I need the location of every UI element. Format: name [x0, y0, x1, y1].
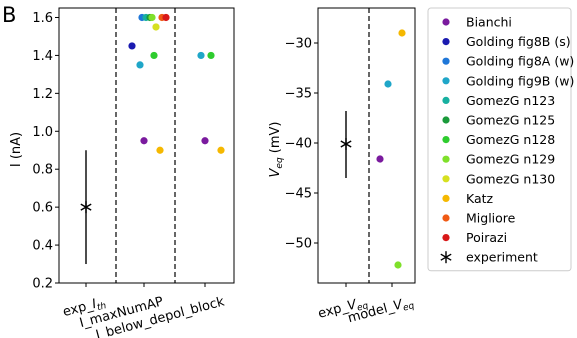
legend-marker: [442, 18, 450, 26]
experiment-marker: [80, 201, 92, 214]
legend-label: GomezG n128: [466, 132, 555, 147]
y-tick-label: −30: [285, 37, 312, 52]
legend-marker: [442, 136, 450, 144]
y-tick-label: 1.6: [32, 11, 53, 26]
data-point: [128, 42, 136, 50]
data-point: [156, 146, 164, 154]
legend-marker: [442, 194, 450, 202]
legend-marker-stroke: [440, 253, 452, 261]
legend-marker: [442, 155, 450, 163]
data-point: [136, 61, 144, 69]
legend-label: GomezG n123: [466, 93, 555, 108]
y-tick-label: −35: [285, 87, 312, 102]
legend-marker: [440, 251, 452, 264]
legend-marker: [442, 234, 450, 242]
experiment-marker-stroke: [340, 140, 352, 148]
y-tick-label: −45: [285, 187, 312, 202]
plot-frame: [317, 7, 416, 284]
legend-label: experiment: [466, 250, 538, 265]
data-point: [150, 51, 158, 60]
experiment-marker-stroke: [80, 203, 92, 211]
legend-label: Poirazi: [466, 230, 507, 245]
legend-label: GomezG n125: [466, 113, 555, 128]
legend-label: Golding fig8B (s): [466, 34, 571, 49]
y-tick-label: −50: [285, 237, 312, 252]
y-tick-label: 0.4: [32, 239, 53, 254]
data-point: [376, 155, 384, 163]
legend-marker: [442, 77, 450, 85]
y-axis-label: I (nA): [9, 132, 24, 167]
data-point: [394, 261, 402, 269]
legend-marker: [442, 116, 450, 124]
legend-marker: [442, 57, 450, 65]
data-point: [162, 13, 170, 22]
y-axis-label: Veq (mV): [268, 122, 285, 178]
legend-label: Katz: [466, 191, 494, 206]
panel-label: B: [2, 3, 16, 27]
legend-label: Migliore: [466, 211, 516, 226]
data-point: [152, 23, 160, 31]
y-tick-label: 1.2: [32, 87, 53, 102]
legend-marker: [442, 214, 450, 222]
experiment-marker: [340, 138, 352, 150]
data-point: [207, 51, 215, 60]
legend-frame: [427, 7, 572, 272]
legend-marker: [442, 175, 450, 183]
x-tick-label: model_Veq: [346, 294, 416, 328]
legend-marker: [442, 38, 450, 46]
y-tick-label: 1.4: [32, 49, 53, 64]
y-tick-label: 0.6: [32, 201, 53, 216]
y-tick-label: −40: [285, 137, 312, 152]
y-tick-label: 0.2: [32, 277, 53, 292]
legend-label: Golding fig9B (w): [466, 73, 574, 88]
legend-marker: [442, 96, 450, 104]
legend-label: GomezG n130: [466, 171, 555, 186]
data-point: [384, 80, 392, 88]
y-tick-label: 0.8: [32, 163, 53, 178]
data-point: [217, 146, 225, 154]
data-point: [197, 51, 205, 60]
legend: Bianchi Golding fig8B (s) Golding fig8A (w…: [427, 7, 574, 272]
data-point: [148, 13, 156, 22]
data-point: [140, 137, 148, 145]
legend-label: Bianchi: [466, 15, 512, 30]
plot-frame: [58, 7, 235, 284]
y-tick-label: 1.0: [32, 125, 53, 140]
data-point: [201, 137, 209, 145]
data-point: [398, 29, 406, 37]
chart-current: 0.20.40.60.81.01.21.41.6I (nA)exp_IthI_m…: [9, 7, 235, 338]
legend-label: GomezG n129: [466, 152, 555, 167]
legend-label: Golding fig8A (w): [466, 54, 574, 69]
